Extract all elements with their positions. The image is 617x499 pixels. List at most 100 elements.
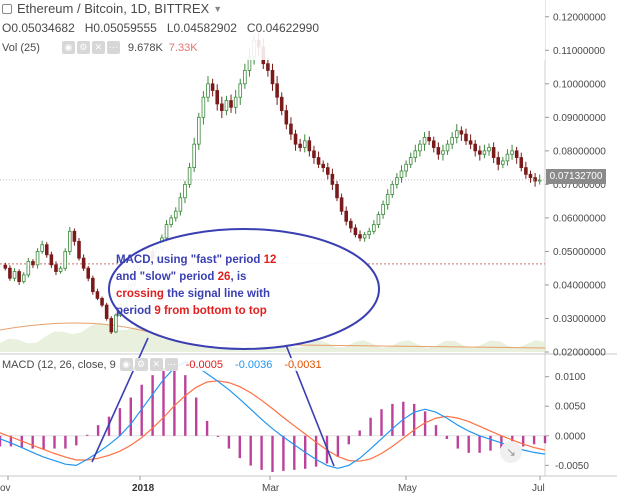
- price-tick-label: 0.10000000: [553, 79, 606, 90]
- chevron-down-icon[interactable]: ▼: [213, 3, 223, 14]
- candle: [178, 192, 183, 216]
- macd-histogram-bar: [227, 435, 231, 449]
- macd-histogram-bar: [42, 435, 45, 450]
- volume-label[interactable]: Vol (25): [2, 41, 40, 54]
- candle: [514, 146, 519, 164]
- candle: [358, 230, 362, 242]
- candle-body: [510, 150, 514, 155]
- candle: [473, 140, 477, 157]
- candle: [381, 200, 385, 219]
- time-tick-label: 2018: [132, 483, 155, 494]
- candle: [519, 152, 524, 172]
- candle-body: [408, 157, 413, 165]
- macd-histogram-bar: [314, 435, 318, 467]
- candle: [224, 95, 229, 116]
- candle: [533, 173, 537, 187]
- candle-body: [58, 267, 63, 272]
- candle: [395, 173, 399, 189]
- candle: [3, 262, 8, 271]
- collapse-icon[interactable]: [2, 3, 12, 14]
- candle: [454, 124, 459, 144]
- price-tick-label: 0.02000000: [553, 348, 606, 359]
- candle-body: [344, 210, 348, 222]
- candle-body: [31, 261, 35, 266]
- macd-histogram-bar: [195, 397, 198, 436]
- candle-body: [86, 267, 91, 279]
- settings-icon[interactable]: ⚙: [134, 358, 148, 371]
- annotation-line-3: crossing the signal line with: [116, 288, 271, 300]
- more-icon[interactable]: ⋯: [164, 358, 178, 371]
- candle-body: [496, 157, 501, 165]
- close-icon[interactable]: ✕: [149, 358, 163, 371]
- symbol-title[interactable]: Ethereum / Bitcoin, 1D, BITTREX: [17, 1, 210, 16]
- go-to-date-icon[interactable]: ↘: [500, 441, 522, 463]
- candle-body: [519, 157, 524, 169]
- candle-body: [325, 167, 330, 175]
- annotation-pointer-left: [91, 337, 149, 463]
- macd-histogram-bar: [129, 397, 132, 436]
- candle-body: [178, 197, 183, 212]
- candle: [95, 288, 100, 301]
- candle-body: [473, 143, 477, 152]
- macd-histogram-bar: [64, 435, 67, 449]
- candle: [58, 265, 63, 274]
- candle-body: [164, 224, 169, 239]
- candle-body: [81, 257, 86, 269]
- candle-body: [293, 133, 298, 145]
- macd-histogram-bar: [205, 420, 209, 436]
- macd-histogram-bar: [9, 435, 13, 447]
- candle-body: [169, 217, 173, 226]
- more-icon[interactable]: ⋯: [106, 41, 120, 54]
- settings-icon[interactable]: ⚙: [76, 41, 90, 54]
- price-tick-label: 0.12000000: [553, 12, 606, 23]
- macd-label[interactable]: MACD (12, 26, close, 9: [2, 358, 116, 371]
- candle: [418, 140, 422, 157]
- candle-body: [243, 70, 247, 85]
- ohlc-open: O0.05034682: [2, 21, 75, 35]
- candle: [464, 128, 468, 145]
- macd-histogram-bar: [53, 435, 56, 449]
- macd-histogram-bar: [380, 409, 383, 436]
- candle: [478, 145, 482, 161]
- candle-body: [183, 183, 187, 199]
- candle-body: [376, 214, 381, 226]
- symbol-row: Ethereum / Bitcoin, 1D, BITTREX ▼: [2, 1, 222, 16]
- candle: [104, 302, 109, 321]
- candle: [330, 168, 335, 191]
- candle-body: [233, 96, 238, 108]
- candle: [390, 180, 395, 198]
- candle-body: [381, 204, 385, 215]
- macd-histogram-bar: [216, 435, 220, 437]
- macd-histogram-bar: [478, 435, 481, 453]
- candle: [91, 275, 95, 295]
- candle-body: [353, 227, 358, 236]
- candle-body: [26, 261, 31, 276]
- candle-body: [201, 96, 206, 118]
- candle-body: [307, 140, 312, 152]
- ohlc-high: H0.05059555: [84, 21, 157, 35]
- candle-body: [524, 167, 528, 175]
- candle: [279, 92, 284, 116]
- candle: [385, 189, 390, 210]
- price-tick-label: 0.08000000: [553, 146, 606, 157]
- macd-histogram-bar: [347, 435, 350, 445]
- candle: [537, 174, 542, 185]
- candle-body: [109, 318, 114, 333]
- macd-histogram-bar: [489, 435, 492, 451]
- candle: [302, 134, 307, 153]
- time-tick-label: Jul: [532, 483, 545, 494]
- close-icon[interactable]: ✕: [91, 41, 105, 54]
- candle-body: [3, 264, 8, 269]
- macd-histogram-bar: [543, 435, 547, 444]
- candle: [229, 94, 233, 113]
- candle: [491, 142, 496, 164]
- volume-legend-row: Vol (25) ◉ ⚙ ✕ ⋯ 9.678K 7.33K: [2, 41, 198, 54]
- eye-icon[interactable]: ◉: [61, 41, 75, 54]
- candle-body: [12, 271, 17, 279]
- eye-icon[interactable]: ◉: [119, 358, 133, 371]
- candle-body: [339, 197, 344, 212]
- candle-body: [418, 143, 422, 152]
- price-tick-label: 0.07000000: [553, 180, 606, 191]
- candle-body: [427, 137, 431, 142]
